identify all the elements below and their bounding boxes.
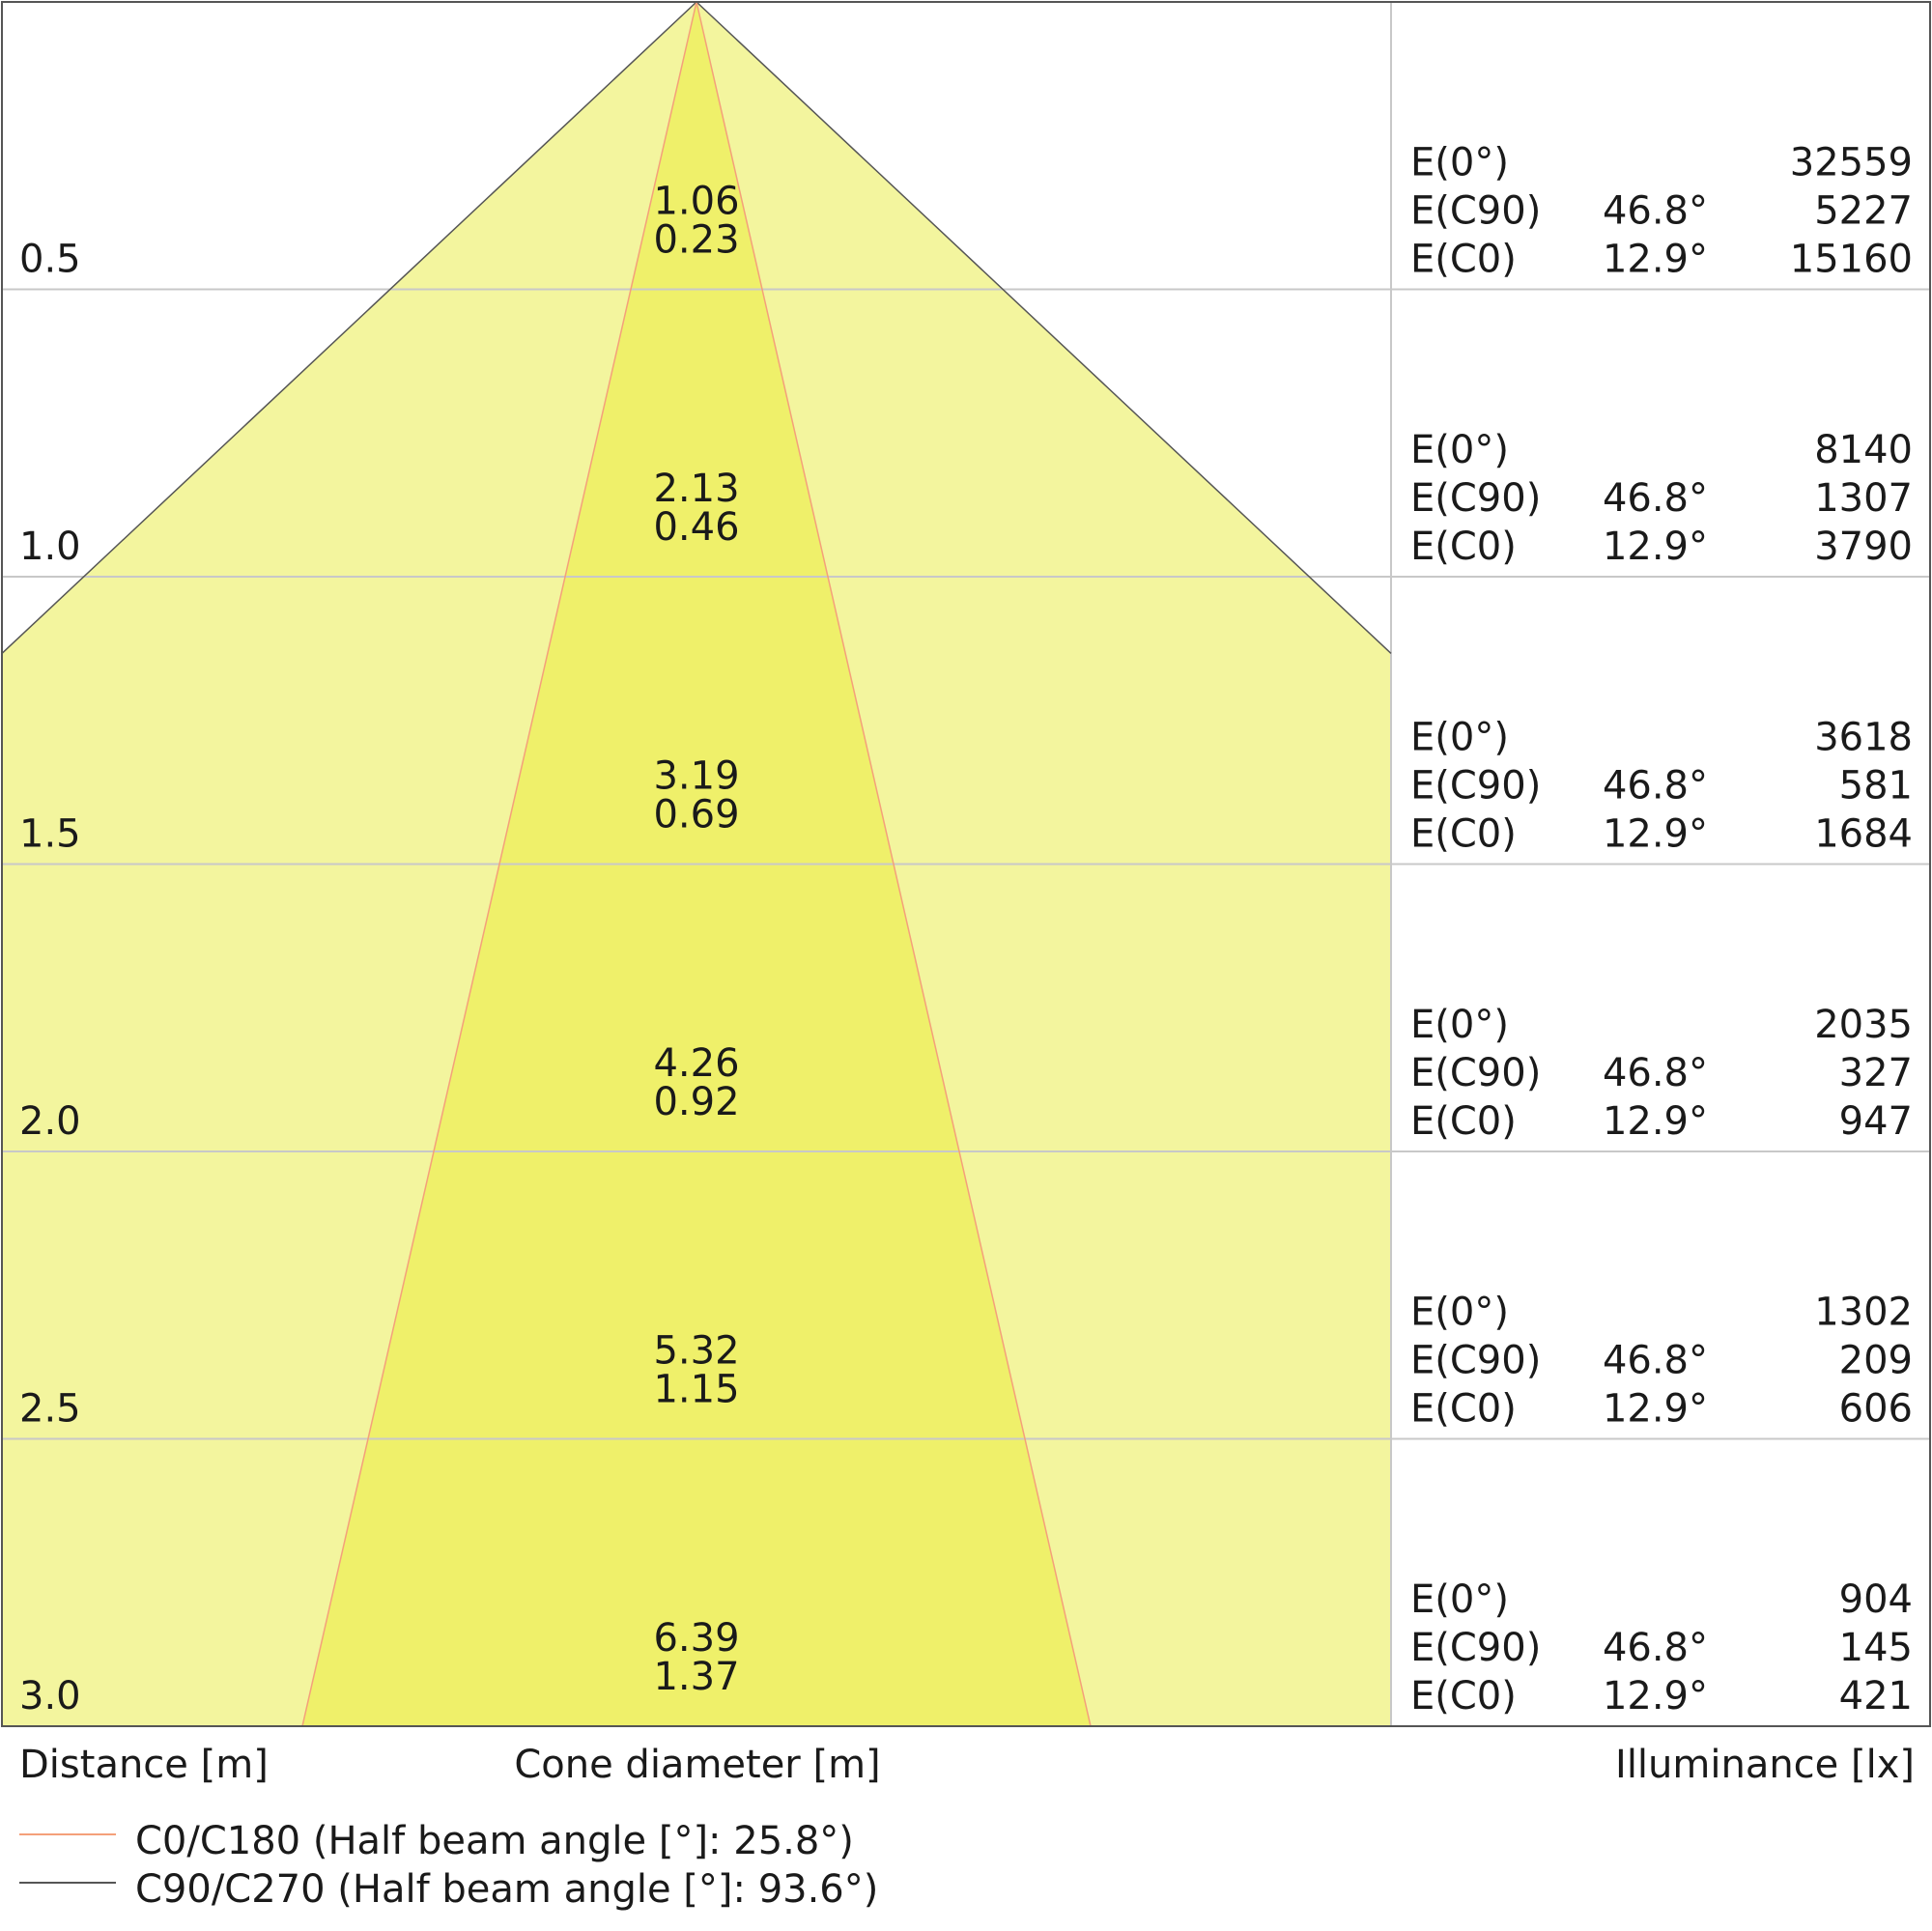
illuminance-c90-value: 581 — [1839, 764, 1913, 809]
cone-diameter-c0-label: 1.37 — [653, 1655, 739, 1699]
illuminance-e0-value: 32559 — [1790, 141, 1913, 185]
illuminance-c0-angle: 12.9° — [1603, 812, 1708, 857]
illuminance-c0-label: E(C0) — [1410, 238, 1517, 282]
legend: C0/C180 (Half beam angle [°]: 25.8°) C90… — [19, 1819, 878, 1912]
illuminance-c0-value: 606 — [1839, 1387, 1913, 1432]
x-label-cone-diameter: Cone diameter [m] — [514, 1743, 880, 1787]
illuminance-c0-value: 15160 — [1790, 238, 1913, 282]
c0-left-edge-line — [301, 1, 697, 1727]
illuminance-c0-value: 1684 — [1814, 812, 1913, 857]
chart-frame — [1, 1, 1931, 1727]
illuminance-c0-label: E(C0) — [1410, 812, 1517, 857]
illuminance-c90-value: 145 — [1839, 1626, 1913, 1670]
c0-right-edge-line — [696, 1, 1092, 1727]
illuminance-e0-value: 8140 — [1814, 428, 1913, 472]
illuminance-e0-value: 3618 — [1814, 716, 1913, 760]
c90-left-edge-line — [1, 1, 697, 655]
cone-diameter-c0-label: 0.92 — [653, 1080, 739, 1124]
cone-diameter-c90-label: 5.32 — [653, 1329, 739, 1374]
illuminance-c90-value: 1307 — [1814, 476, 1913, 521]
x-label-illuminance: Illuminance [lx] — [1615, 1743, 1915, 1787]
illuminance-e0-value: 2035 — [1814, 1003, 1913, 1047]
illuminance-c90-angle: 46.8° — [1603, 1051, 1708, 1095]
illuminance-e0-value: 1302 — [1814, 1291, 1913, 1335]
cone-diameter-c90-label: 3.19 — [653, 754, 739, 799]
illuminance-e0-label: E(0°) — [1410, 141, 1509, 185]
distance-tick-label: 3.0 — [19, 1674, 81, 1718]
illuminance-c0-angle: 12.9° — [1603, 1674, 1708, 1718]
cone-diameter-c90-label: 6.39 — [653, 1616, 739, 1661]
illuminance-c90-angle: 46.8° — [1603, 1339, 1708, 1383]
distance-tick-label: 1.0 — [19, 525, 81, 569]
illuminance-c90-angle: 46.8° — [1603, 764, 1708, 809]
illuminance-c0-label: E(C0) — [1410, 1674, 1517, 1718]
illuminance-c90-value: 209 — [1839, 1339, 1913, 1383]
illuminance-c0-angle: 12.9° — [1603, 1099, 1708, 1144]
illuminance-c0-label: E(C0) — [1410, 525, 1517, 569]
illuminance-e0-label: E(0°) — [1410, 716, 1509, 760]
legend-label-c90: C90/C270 (Half beam angle [°]: 93.6°) — [135, 1867, 878, 1912]
cone-diameter-c0-label: 0.46 — [653, 505, 739, 550]
illuminance-e0-label: E(0°) — [1410, 1291, 1509, 1335]
illuminance-c90-label: E(C90) — [1410, 476, 1541, 521]
illuminance-c90-angle: 46.8° — [1603, 476, 1708, 521]
illuminance-c90-label: E(C90) — [1410, 764, 1541, 809]
illuminance-c90-value: 5227 — [1814, 189, 1913, 234]
illuminance-c90-label: E(C90) — [1410, 1051, 1541, 1095]
distance-tick-label: 1.5 — [19, 812, 81, 857]
illuminance-c90-angle: 46.8° — [1603, 1626, 1708, 1670]
grid-lines — [2, 2, 1930, 1726]
illuminance-c0-value: 421 — [1839, 1674, 1913, 1718]
cone-diameter-c90-label: 2.13 — [653, 467, 739, 511]
illuminance-c90-label: E(C90) — [1410, 1626, 1541, 1670]
illuminance-c90-value: 327 — [1839, 1051, 1913, 1095]
plot-border — [1, 1, 1931, 1727]
distance-tick-label: 2.5 — [19, 1387, 81, 1432]
cone-diameter-c90-label: 4.26 — [653, 1041, 739, 1086]
illuminance-c0-angle: 12.9° — [1603, 525, 1708, 569]
x-label-distance: Distance [m] — [19, 1743, 269, 1787]
illuminance-c90-label: E(C90) — [1410, 189, 1541, 234]
chart-labels: 0.5 1.060.23 E(0°) 32559 E(C90) 46.8° 5227 E(C0… — [19, 141, 1913, 1719]
illuminance-e0-value: 904 — [1839, 1577, 1913, 1622]
illuminance-e0-label: E(0°) — [1410, 428, 1509, 472]
cone-diameter-c90-label: 1.06 — [653, 180, 739, 224]
distance-tick-label: 2.0 — [19, 1099, 81, 1144]
illuminance-c0-angle: 12.9° — [1603, 238, 1708, 282]
illuminance-e0-label: E(0°) — [1410, 1003, 1509, 1047]
distance-tick-label: 0.5 — [19, 238, 81, 282]
cone-diameter-c0-label: 1.15 — [653, 1368, 739, 1412]
cone-diameter-c0-label: 0.23 — [653, 218, 739, 263]
illuminance-c0-value: 947 — [1839, 1099, 1913, 1144]
legend-label-c0: C0/C180 (Half beam angle [°]: 25.8°) — [135, 1819, 854, 1863]
illuminance-c0-label: E(C0) — [1410, 1387, 1517, 1432]
illuminance-c0-label: E(C0) — [1410, 1099, 1517, 1144]
illuminance-c90-label: E(C90) — [1410, 1339, 1541, 1383]
cone-outline-lines — [1, 1, 1392, 1727]
c90-right-edge-line — [696, 1, 1392, 655]
illuminance-c0-angle: 12.9° — [1603, 1387, 1708, 1432]
cone-diameter-c0-label: 0.69 — [653, 793, 739, 838]
illuminance-c0-value: 3790 — [1814, 525, 1913, 569]
illuminance-e0-label: E(0°) — [1410, 1577, 1509, 1622]
illuminance-c90-angle: 46.8° — [1603, 189, 1708, 234]
